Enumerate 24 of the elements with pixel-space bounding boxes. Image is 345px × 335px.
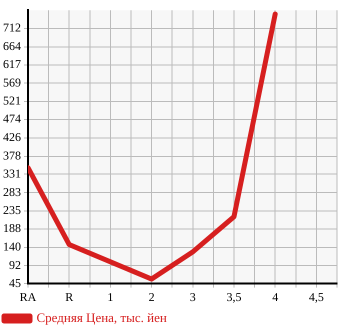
y-tick-label: 617 — [3, 57, 21, 72]
y-tick-label: 235 — [3, 203, 21, 218]
y-tick-label: 474 — [3, 112, 21, 126]
y-tick-label: 188 — [3, 221, 21, 236]
y-tick-label: 92 — [9, 258, 21, 272]
y-tick-label: 378 — [3, 148, 21, 162]
y-tick-label: 45 — [9, 276, 21, 290]
x-tick-label: 3 — [190, 290, 196, 304]
y-tick-label: 569 — [3, 75, 21, 90]
y-tick-label: 283 — [3, 184, 21, 199]
y-tick-label: 140 — [3, 239, 21, 254]
x-tick-label: 3,5 — [226, 290, 242, 304]
y-tick-label: 664 — [3, 39, 21, 54]
x-tick-label: 1 — [107, 290, 114, 304]
y-tick-label: 521 — [3, 94, 21, 108]
x-tick-label: R — [65, 290, 74, 304]
x-tick-label: 4,5 — [308, 290, 324, 304]
x-tick-label: 4 — [272, 290, 278, 304]
y-tick-label: 712 — [3, 20, 21, 35]
x-tick-label: RA — [20, 290, 37, 304]
legend-label: Средняя Цена, тыс. йен — [36, 310, 167, 325]
y-tick-label: 426 — [3, 130, 21, 144]
y-tick-label: 331 — [3, 166, 21, 180]
x-tick-label: 2 — [148, 290, 155, 304]
